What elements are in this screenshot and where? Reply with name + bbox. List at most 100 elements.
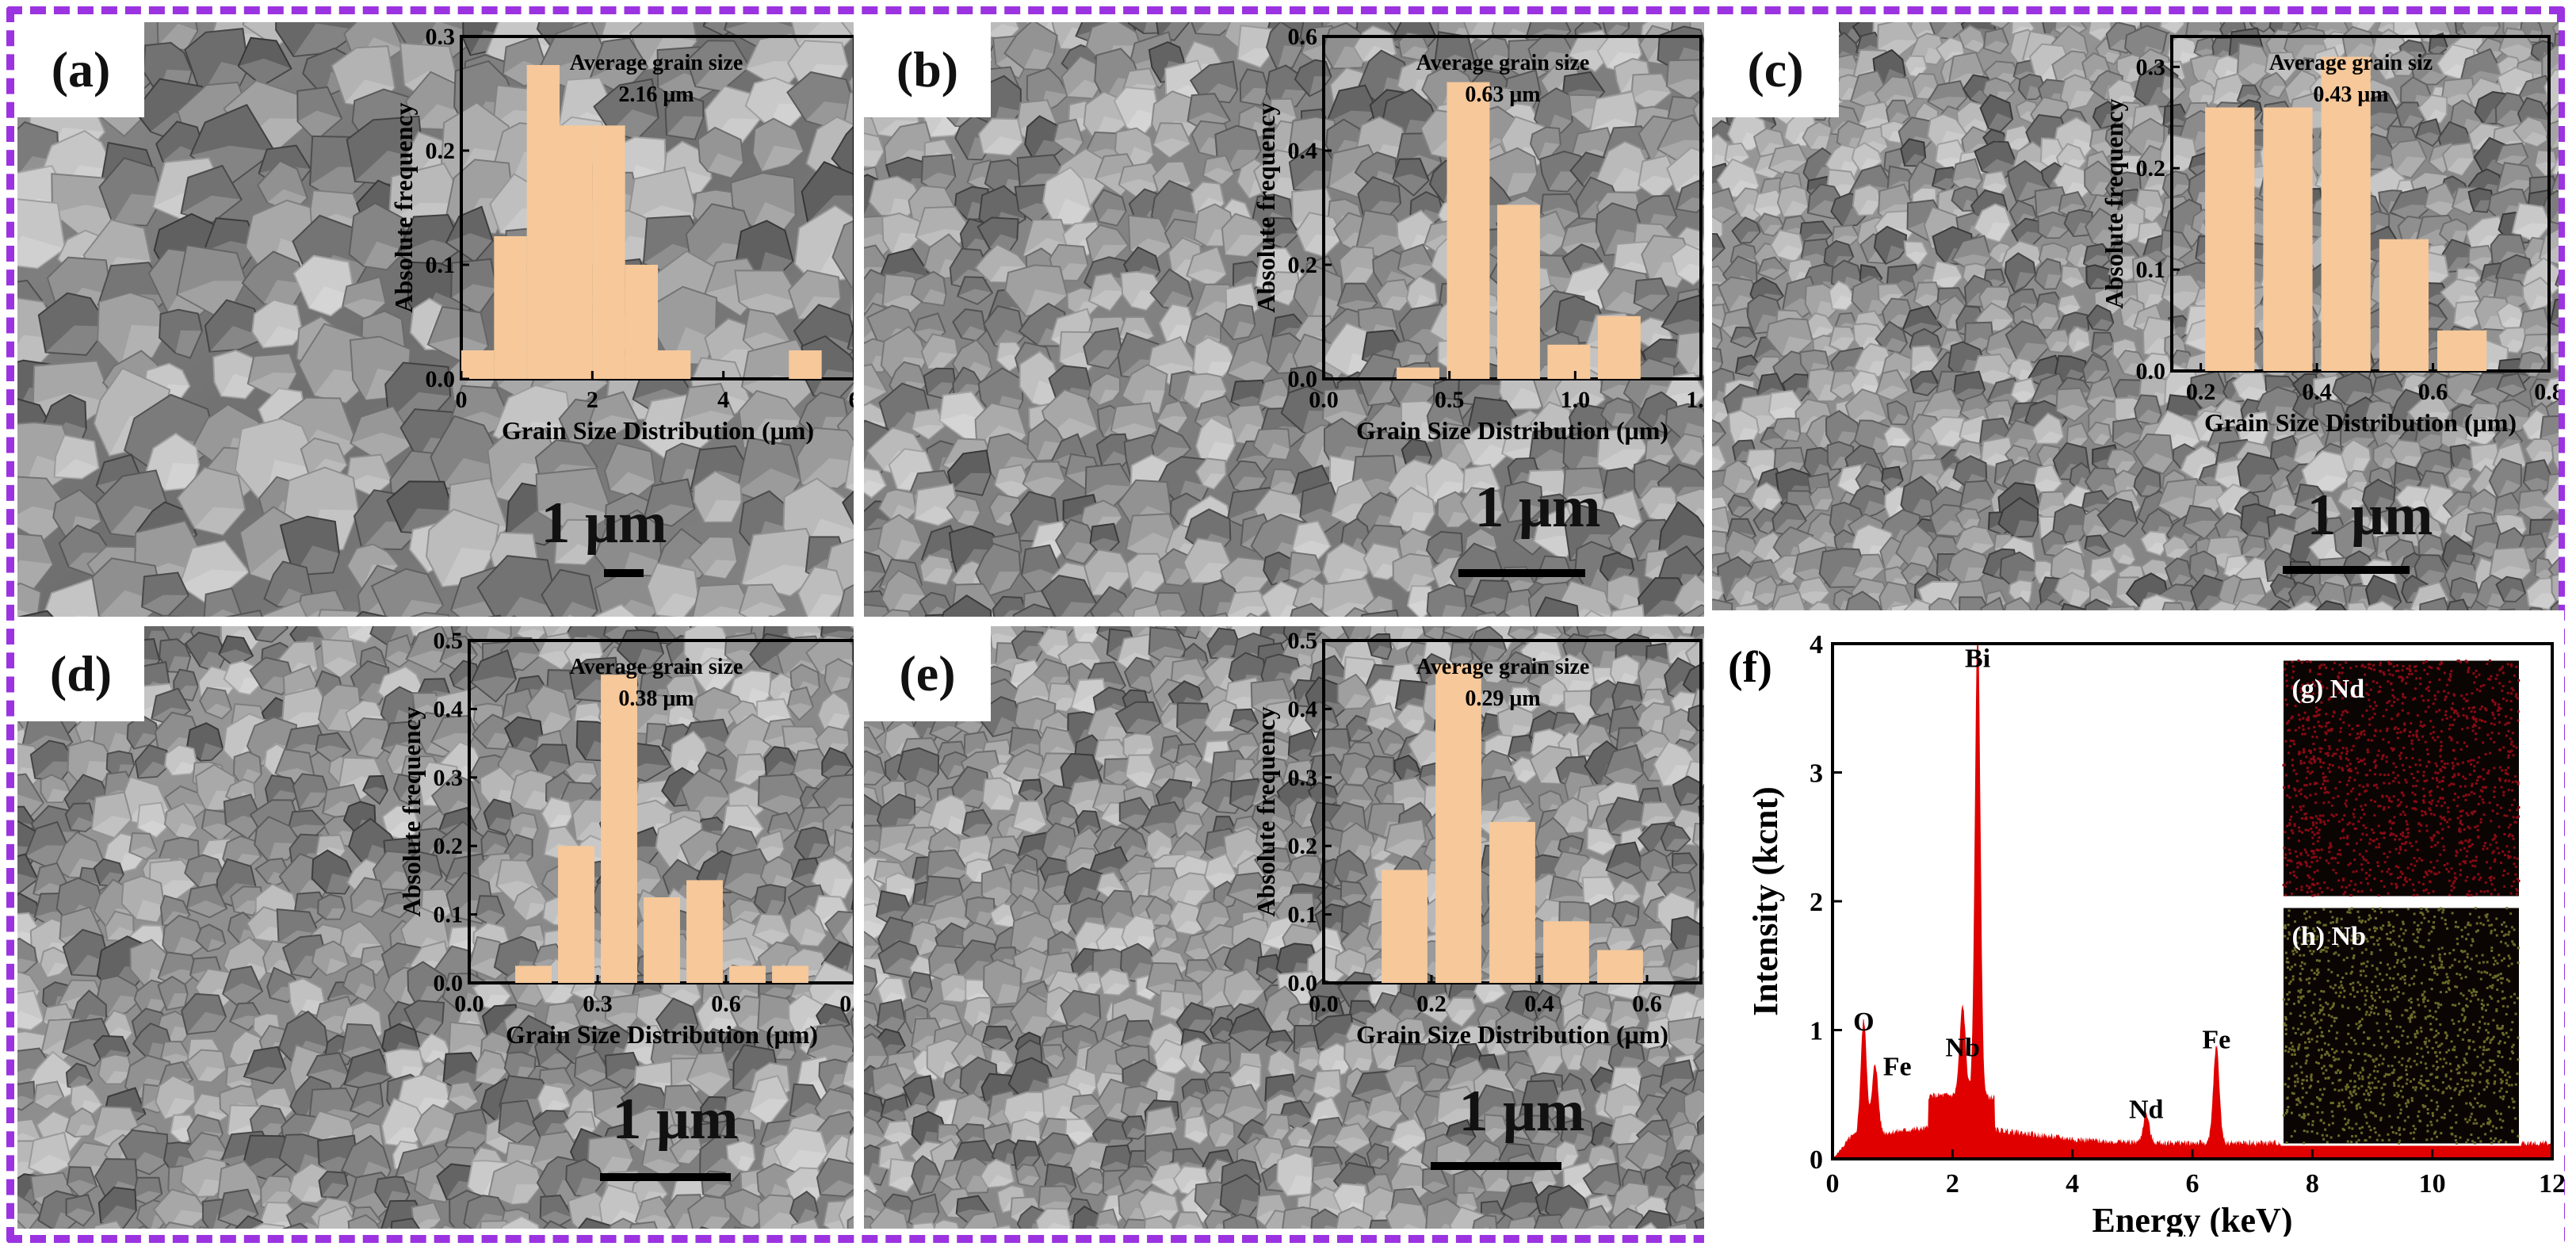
- map-dot: [2513, 992, 2517, 996]
- map-dot: [2405, 947, 2408, 950]
- map-dot: [2304, 917, 2307, 920]
- map-dot: [2287, 931, 2291, 934]
- map-dot: [2494, 703, 2497, 706]
- map-dot: [2387, 1133, 2390, 1136]
- map-dot: [2357, 1074, 2360, 1077]
- map-dot: [2434, 771, 2437, 774]
- map-dot: [2470, 763, 2473, 766]
- y-tick-label: 0.2: [1288, 833, 1318, 859]
- map-dot: [2467, 989, 2471, 992]
- map-dot: [2294, 1084, 2297, 1088]
- map-dot: [2415, 1063, 2418, 1066]
- map-dot: [2308, 1040, 2311, 1043]
- map-dot: [2416, 714, 2419, 717]
- map-dot: [2471, 782, 2474, 786]
- map-dot: [2516, 877, 2519, 881]
- map-dot: [2322, 782, 2325, 786]
- map-dot: [2476, 929, 2479, 932]
- map-dot: [2316, 1106, 2319, 1109]
- map-dot: [2391, 688, 2394, 691]
- map-dot: [2290, 1048, 2293, 1051]
- map-dot: [2459, 820, 2463, 823]
- map-dot: [2398, 845, 2402, 848]
- map-dot: [2417, 881, 2421, 884]
- map-dot: [2502, 957, 2505, 960]
- map-dot: [2421, 724, 2425, 728]
- map-dot: [2310, 856, 2314, 859]
- map-dot: [2379, 832, 2383, 835]
- map-dot: [2440, 965, 2443, 969]
- map-dot: [2346, 835, 2349, 838]
- map-dot: [2339, 1078, 2342, 1081]
- map-dot: [2359, 942, 2362, 946]
- map-dot: [2371, 981, 2374, 984]
- map-dot: [2458, 1093, 2461, 1096]
- map-dot: [2490, 675, 2493, 678]
- map-dot: [2460, 1013, 2463, 1016]
- map-dot: [2499, 940, 2502, 943]
- map-dot: [2390, 832, 2393, 835]
- map-dot: [2421, 787, 2425, 790]
- histogram-bar: [658, 350, 691, 379]
- map-dot: [2431, 1111, 2434, 1114]
- map-dot: [2509, 824, 2512, 827]
- map-dot: [2374, 930, 2377, 933]
- map-dot: [2483, 970, 2486, 973]
- map-dot: [2488, 876, 2491, 879]
- map-dot: [2430, 988, 2433, 991]
- map-dot: [2504, 942, 2507, 945]
- map-dot: [2458, 827, 2461, 830]
- map-dot: [2414, 1015, 2417, 1019]
- map-dot: [2498, 706, 2501, 709]
- map-dot: [2444, 713, 2447, 717]
- y-tick-label: 0.2: [1288, 252, 1318, 278]
- map-dot: [2507, 954, 2510, 958]
- histogram-bar: [494, 236, 527, 379]
- map-dot: [2461, 950, 2464, 954]
- map-dot: [2399, 1089, 2402, 1092]
- map-dot: [2467, 921, 2470, 924]
- map-dot: [2393, 997, 2396, 1000]
- map-dot: [2379, 1116, 2383, 1119]
- map-dot: [2287, 836, 2290, 839]
- map-dot: [2458, 841, 2461, 844]
- map-dot: [2310, 770, 2314, 774]
- map-dot: [2486, 772, 2490, 775]
- map-dot: [2369, 1091, 2372, 1094]
- map-dot: [2435, 1101, 2438, 1104]
- peak-label: Fe: [1883, 1053, 1912, 1082]
- map-dot: [2404, 1008, 2407, 1011]
- map-dot: [2490, 893, 2493, 896]
- map-dot: [2419, 945, 2422, 948]
- map-dot: [2498, 954, 2501, 957]
- map-dot: [2491, 851, 2494, 854]
- map-dot: [2328, 851, 2331, 854]
- map-dot: [2491, 711, 2494, 714]
- map-dot: [2304, 812, 2307, 816]
- map-dot: [2482, 1053, 2485, 1056]
- map-dot: [2439, 822, 2442, 825]
- map-dot: [2437, 908, 2440, 912]
- map-dot: [2387, 662, 2391, 665]
- map-dot: [2331, 1122, 2334, 1125]
- map-dot: [2369, 1087, 2372, 1090]
- map-dot: [2309, 950, 2312, 953]
- map-dot: [2319, 766, 2322, 769]
- map-dot: [2507, 826, 2510, 829]
- map-dot: [2505, 814, 2509, 817]
- map-dot: [2429, 836, 2433, 839]
- map-dot: [2444, 923, 2447, 926]
- map-dot: [2494, 1080, 2497, 1084]
- map-dot: [2378, 996, 2381, 999]
- map-dot: [2510, 804, 2513, 807]
- map-dot: [2303, 762, 2306, 765]
- map-dot: [2460, 728, 2463, 731]
- map-dot: [2285, 1141, 2288, 1144]
- map-dot: [2318, 998, 2322, 1001]
- map-dot: [2364, 763, 2367, 766]
- map-dot: [2408, 735, 2411, 738]
- map-dot: [2317, 709, 2320, 712]
- map-dot: [2338, 781, 2341, 784]
- map-dot: [2482, 923, 2485, 927]
- map-dot: [2433, 739, 2436, 742]
